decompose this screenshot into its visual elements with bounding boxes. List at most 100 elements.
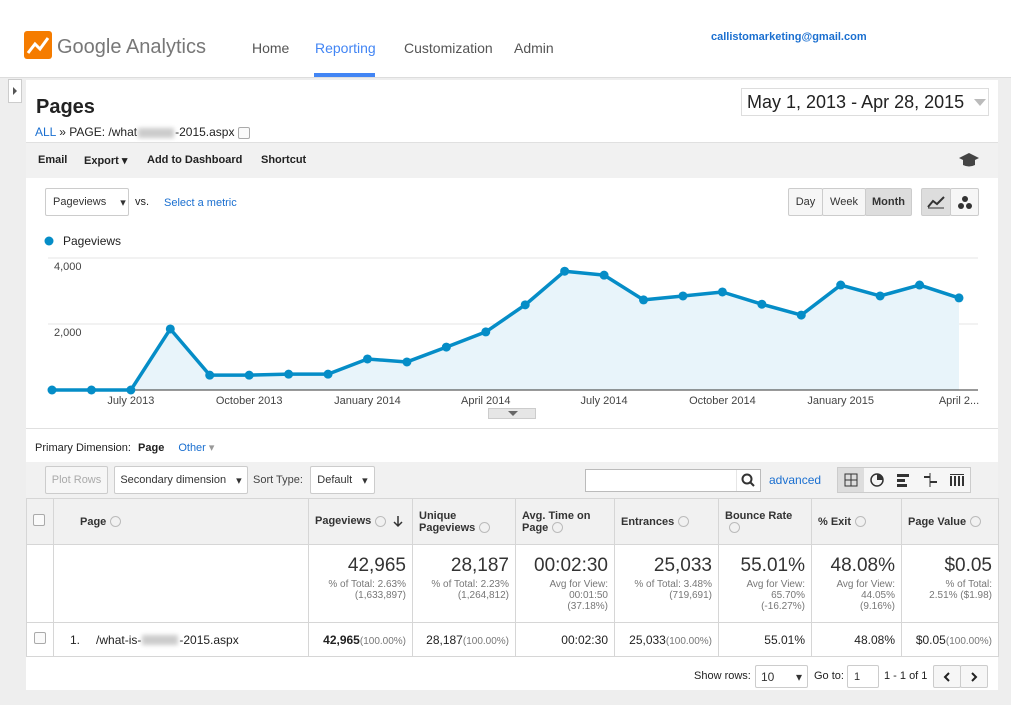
nav-link[interactable]: Reporting bbox=[315, 40, 376, 56]
column-title: % Exit bbox=[818, 515, 852, 528]
header-cell[interactable]: Page Value bbox=[901, 498, 999, 545]
totals-detail: (719,691) bbox=[669, 590, 712, 601]
breadcrumb-link[interactable]: ALL bbox=[35, 125, 56, 139]
show-rows-select[interactable]: 10 ▾ bbox=[755, 665, 808, 688]
nav-link[interactable]: Admin bbox=[514, 40, 554, 56]
x-tick-label: January 2015 bbox=[807, 395, 874, 407]
compare-metric[interactable]: Select a metric bbox=[164, 197, 237, 209]
row-cell: 28,187(100.00%) bbox=[412, 622, 516, 657]
totals-detail: % of Total: 2.63% bbox=[328, 579, 406, 590]
point bbox=[639, 295, 649, 305]
header-cell[interactable]: Unique Pageviews bbox=[412, 498, 516, 545]
point bbox=[86, 385, 96, 395]
point bbox=[836, 280, 846, 290]
totals-value: 28,187 bbox=[450, 555, 509, 576]
totals-detail: Avg for View: bbox=[549, 579, 608, 590]
totals-cell bbox=[26, 544, 54, 623]
totals-detail: (-16.27%) bbox=[761, 601, 805, 612]
line-chart-button[interactable] bbox=[921, 188, 951, 216]
search-box[interactable] bbox=[585, 469, 761, 492]
row-value: 00:02:30 bbox=[561, 632, 608, 647]
header-cell[interactable]: Entrances bbox=[614, 498, 719, 545]
header-cell[interactable]: Pageviews bbox=[308, 498, 413, 545]
point bbox=[717, 287, 727, 297]
sort-type-select[interactable]: Default ▾ bbox=[310, 466, 375, 494]
breadcrumb-page: PAGE: /what bbox=[69, 125, 138, 139]
metric-text: Pageviews bbox=[53, 196, 107, 208]
point bbox=[205, 370, 215, 380]
x-tick-label: October 2014 bbox=[689, 395, 756, 407]
granularity-button[interactable]: Week bbox=[822, 188, 866, 216]
education-icon[interactable] bbox=[958, 152, 980, 168]
advanced-link[interactable]: advanced bbox=[769, 473, 822, 487]
totals-detail: (37.18%) bbox=[567, 601, 608, 612]
account-email[interactable]: callistomarketing@gmail.com bbox=[711, 31, 867, 43]
granularity-button[interactable]: Month bbox=[865, 188, 912, 216]
date-range-text: May 1, 2013 - Apr 28, 2015 bbox=[747, 92, 965, 112]
plot-rows-button[interactable]: Plot Rows bbox=[45, 466, 108, 494]
header-cell[interactable]: Bounce Rate bbox=[718, 498, 812, 545]
pagination bbox=[26, 657, 998, 690]
granularity-button[interactable]: Day bbox=[788, 188, 823, 216]
prev-page[interactable] bbox=[933, 665, 961, 688]
header-cell[interactable]: % Exit bbox=[811, 498, 902, 545]
show-rows-label: Show rows: bbox=[694, 670, 751, 682]
row-cell: 48.08% bbox=[811, 622, 902, 657]
dimension-other[interactable]: Other bbox=[178, 442, 206, 454]
chart-resize-handle[interactable] bbox=[488, 408, 536, 419]
x-tick-label: October 2013 bbox=[216, 395, 283, 407]
next-page[interactable] bbox=[960, 665, 988, 688]
totals-value: 00:02:30 bbox=[534, 555, 608, 576]
secondary-dimension-select[interactable]: Secondary dimension ▾ bbox=[114, 466, 248, 494]
row-cell: 42,965(100.00%) bbox=[308, 622, 413, 657]
toolbar-item[interactable]: Email bbox=[38, 154, 68, 166]
checkbox[interactable] bbox=[34, 632, 46, 644]
divider bbox=[26, 428, 998, 429]
toolbar-item[interactable]: Add to Dashboard bbox=[147, 154, 243, 166]
go-to-input[interactable]: 1 bbox=[847, 665, 879, 688]
motion-chart-button[interactable] bbox=[950, 188, 979, 216]
totals-detail: (1,264,812) bbox=[457, 590, 509, 601]
header-cell[interactable]: Page bbox=[53, 498, 309, 545]
row-value: 42,965 bbox=[323, 632, 360, 647]
date-range[interactable]: May 1, 2013 - Apr 28, 2015 bbox=[741, 88, 989, 116]
point bbox=[47, 385, 57, 395]
dimension-active[interactable]: Page bbox=[138, 442, 165, 454]
point bbox=[757, 299, 767, 309]
checkbox[interactable] bbox=[33, 514, 45, 526]
x-tick-label: July 2013 bbox=[107, 395, 154, 407]
row-value: 48.08% bbox=[854, 632, 895, 647]
totals-detail: % of Total: 3.48% bbox=[634, 579, 712, 590]
row-cell: 25,033(100.00%) bbox=[614, 622, 719, 657]
totals-cell bbox=[53, 544, 309, 623]
totals-cell: 48.08% Avg for View: 44.05% (9.16%) bbox=[811, 544, 902, 623]
row-percent: (100.00%) bbox=[359, 635, 406, 647]
totals-value: 25,033 bbox=[653, 555, 712, 576]
point bbox=[520, 300, 530, 310]
top-bar: Google Analytics Home Reporting Customiz… bbox=[0, 0, 1011, 78]
y-tick-label: 2,000 bbox=[54, 327, 82, 339]
toolbar-item[interactable]: Export ▾ bbox=[84, 155, 128, 167]
row-value: 25,033 bbox=[629, 632, 666, 647]
view-switcher[interactable] bbox=[837, 467, 971, 493]
logo-text: Google Analytics bbox=[57, 36, 206, 58]
nav-underline bbox=[314, 73, 375, 77]
page-link[interactable]: /what-is- -2015.aspx bbox=[96, 633, 239, 647]
nav-link[interactable]: Home bbox=[252, 40, 290, 56]
row-cell: 00:02:30 bbox=[515, 622, 615, 657]
header-cell[interactable]: Avg. Time on Page bbox=[515, 498, 615, 545]
totals-detail: Avg for View: bbox=[836, 579, 895, 590]
toolbar-item[interactable]: Shortcut bbox=[261, 154, 307, 166]
select-text: 10 bbox=[761, 669, 775, 684]
metric-select[interactable]: Pageviews ▾ bbox=[45, 188, 129, 216]
breadcrumb-page: -2015.aspx bbox=[175, 125, 235, 139]
sidebar-toggle[interactable] bbox=[8, 79, 22, 103]
totals-detail: (9.16%) bbox=[859, 601, 895, 612]
row-cell: 55.01% bbox=[718, 622, 812, 657]
label: Primary Dimension: bbox=[35, 442, 131, 454]
column-title: Pageviews bbox=[315, 515, 372, 528]
totals-detail: % of Total: bbox=[945, 579, 992, 590]
dropdown[interactable] bbox=[237, 126, 250, 139]
nav-link[interactable]: Customization bbox=[404, 40, 493, 56]
